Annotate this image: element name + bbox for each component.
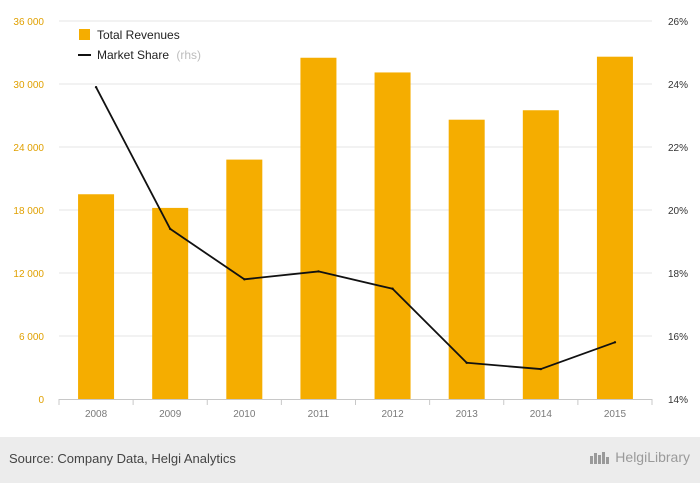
market-share-point — [539, 367, 543, 371]
market-share-point — [94, 85, 98, 89]
market-share-point — [168, 227, 172, 231]
combo-chart: 0 6 000 12 000 18 000 24 000 30 000 36 000 14% 1… — [13, 17, 688, 420]
brand-name: HelgiLibrary — [615, 449, 690, 465]
market-share-line-group — [94, 85, 617, 371]
legend-label-rhs: (rhs) — [176, 48, 201, 62]
revenue-bars — [78, 56, 633, 399]
y-left-tick-label: 36 000 — [13, 17, 44, 28]
revenue-bar — [522, 110, 559, 399]
source-text: Source: Company Data, Helgi Analytics — [9, 451, 236, 466]
footer-bar: Source: Company Data, Helgi Analytics He… — [0, 437, 700, 483]
legend-label-revenues: Total Revenues — [97, 28, 180, 42]
market-share-point — [613, 341, 617, 344]
market-share-point — [317, 270, 320, 273]
y-right-tick-label: 18% — [668, 269, 688, 280]
legend-bar-swatch — [79, 29, 90, 40]
y-left-tick-label: 12 000 — [13, 269, 44, 280]
y-right-tick-label: 14% — [668, 395, 688, 406]
gridlines — [59, 20, 652, 337]
revenue-bar — [300, 57, 337, 399]
y-left-tick-label: 0 — [38, 395, 44, 406]
axes: 0 6 000 12 000 18 000 24 000 30 000 36 000 14% 1… — [13, 17, 688, 420]
market-share-line — [95, 86, 616, 370]
revenue-bar — [374, 72, 411, 399]
x-tick-label: 2015 — [604, 409, 627, 420]
y-left-tick-label: 6 000 — [19, 332, 44, 343]
legend-label-market-share-name: Market Share — [97, 48, 169, 62]
revenue-bar — [448, 119, 485, 399]
legend: Total Revenues Market Share (rhs) — [78, 28, 201, 62]
x-tick-label: 2012 — [381, 409, 404, 420]
building-icon — [590, 452, 610, 464]
y-right-tick-label: 16% — [668, 332, 688, 343]
revenue-bar — [152, 207, 189, 399]
y-left-tick-label: 18 000 — [13, 206, 44, 217]
y-left-tick-label: 30 000 — [13, 80, 44, 91]
market-share-point — [465, 361, 468, 364]
x-tick-label: 2010 — [233, 409, 256, 420]
y-left-tick-label: 24 000 — [13, 143, 44, 154]
x-tick-label: 2014 — [530, 409, 553, 420]
y-right-tick-label: 26% — [668, 17, 688, 28]
legend-label-market-share: Market Share (rhs) — [97, 48, 201, 62]
market-share-point — [243, 278, 246, 281]
brand-logo: HelgiLibrary — [589, 449, 690, 465]
market-share-point — [391, 287, 394, 290]
revenue-bar — [78, 194, 115, 399]
x-tick-label: 2013 — [456, 409, 479, 420]
x-tick-label: 2008 — [85, 409, 108, 420]
x-tick-label: 2009 — [159, 409, 182, 420]
y-right-tick-label: 22% — [668, 143, 688, 154]
y-right-tick-label: 24% — [668, 80, 688, 91]
y-right-tick-label: 20% — [668, 206, 688, 217]
x-tick-label: 2011 — [308, 409, 330, 420]
